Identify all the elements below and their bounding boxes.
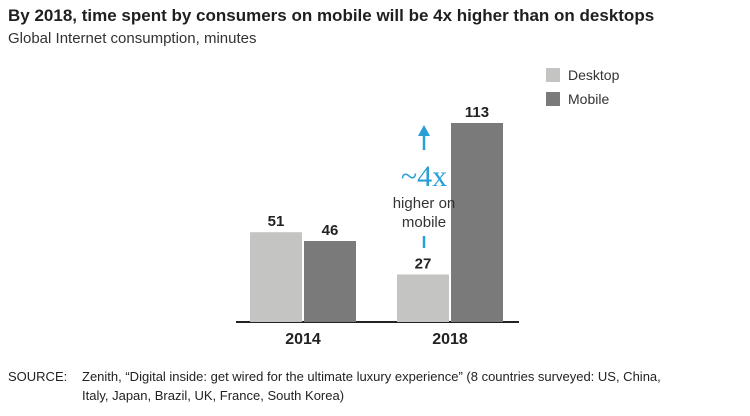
chart-subtitle: Global Internet consumption, minutes (8, 30, 257, 47)
bar-desktop-2018 (397, 274, 449, 322)
annotation-line1: higher on (393, 195, 456, 212)
annotation-multiplier: ~4x (401, 160, 447, 193)
bar-mobile-2014 (304, 240, 356, 322)
source-text-line1: Zenith, “Digital inside: get wired for t… (82, 369, 661, 384)
legend-swatch-desktop (546, 68, 560, 82)
x-tick-label-2014: 2014 (285, 331, 321, 348)
source-note: SOURCE: Zenith, “Digital inside: get wire… (8, 367, 661, 405)
chart-title: By 2018, time spent by consumers on mobi… (8, 6, 655, 25)
bar-mobile-2018 (451, 123, 503, 322)
data-label-desktop-2014: 51 (268, 213, 285, 230)
bar-desktop-2014 (250, 232, 302, 322)
data-label-mobile-2018: 113 (465, 104, 489, 121)
x-tick-label-2018: 2018 (432, 331, 468, 348)
source-label: SOURCE: (8, 369, 68, 384)
source-text-line2: Italy, Japan, Brazil, UK, France, South … (82, 388, 345, 403)
annotation-line2: mobile (402, 214, 446, 231)
up-arrow-icon (418, 125, 430, 136)
data-label-desktop-2018: 27 (415, 255, 432, 272)
legend-label-desktop: Desktop (568, 67, 620, 83)
data-label-mobile-2014: 46 (322, 222, 339, 239)
legend-label-mobile: Mobile (568, 91, 609, 107)
legend-swatch-mobile (546, 92, 560, 106)
